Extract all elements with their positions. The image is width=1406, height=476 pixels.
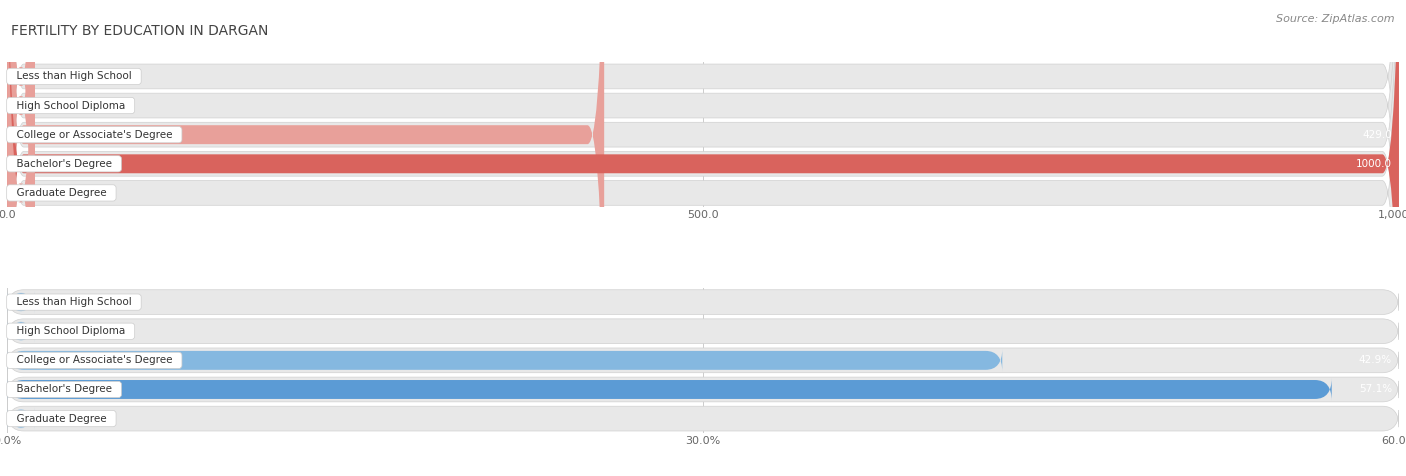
FancyBboxPatch shape	[7, 0, 1399, 476]
FancyBboxPatch shape	[7, 377, 1399, 402]
Text: 0.0%: 0.0%	[49, 297, 75, 307]
Text: Bachelor's Degree: Bachelor's Degree	[10, 385, 118, 395]
FancyBboxPatch shape	[7, 0, 1399, 476]
Text: 0.0: 0.0	[49, 71, 65, 81]
Text: Graduate Degree: Graduate Degree	[10, 414, 112, 424]
Text: High School Diploma: High School Diploma	[10, 326, 132, 336]
Text: College or Associate's Degree: College or Associate's Degree	[10, 129, 179, 139]
FancyBboxPatch shape	[7, 348, 1399, 373]
Text: Source: ZipAtlas.com: Source: ZipAtlas.com	[1277, 14, 1395, 24]
FancyBboxPatch shape	[7, 0, 35, 476]
Text: Bachelor's Degree: Bachelor's Degree	[10, 159, 118, 169]
Text: FERTILITY BY EDUCATION IN DARGAN: FERTILITY BY EDUCATION IN DARGAN	[11, 24, 269, 38]
Text: 0.0: 0.0	[49, 100, 65, 110]
FancyBboxPatch shape	[7, 0, 1399, 476]
FancyBboxPatch shape	[7, 0, 1399, 443]
Text: 57.1%: 57.1%	[1358, 385, 1392, 395]
FancyBboxPatch shape	[7, 0, 35, 446]
FancyBboxPatch shape	[7, 407, 35, 430]
FancyBboxPatch shape	[7, 378, 1331, 401]
Text: 0.0: 0.0	[49, 188, 65, 198]
FancyBboxPatch shape	[7, 319, 1399, 344]
Text: Less than High School: Less than High School	[10, 71, 138, 81]
FancyBboxPatch shape	[7, 0, 605, 475]
Text: Graduate Degree: Graduate Degree	[10, 188, 112, 198]
FancyBboxPatch shape	[7, 291, 35, 314]
FancyBboxPatch shape	[7, 0, 35, 416]
Text: 429.0: 429.0	[1362, 129, 1392, 139]
Text: College or Associate's Degree: College or Associate's Degree	[10, 356, 179, 366]
Text: 1000.0: 1000.0	[1355, 159, 1392, 169]
FancyBboxPatch shape	[7, 0, 1399, 472]
FancyBboxPatch shape	[7, 406, 1399, 431]
FancyBboxPatch shape	[7, 290, 1399, 315]
FancyBboxPatch shape	[7, 320, 35, 343]
FancyBboxPatch shape	[7, 349, 1002, 372]
Text: Less than High School: Less than High School	[10, 297, 138, 307]
Text: 0.0%: 0.0%	[49, 326, 75, 336]
Text: 0.0%: 0.0%	[49, 414, 75, 424]
Text: High School Diploma: High School Diploma	[10, 100, 132, 110]
FancyBboxPatch shape	[7, 0, 1399, 414]
Text: 42.9%: 42.9%	[1358, 356, 1392, 366]
